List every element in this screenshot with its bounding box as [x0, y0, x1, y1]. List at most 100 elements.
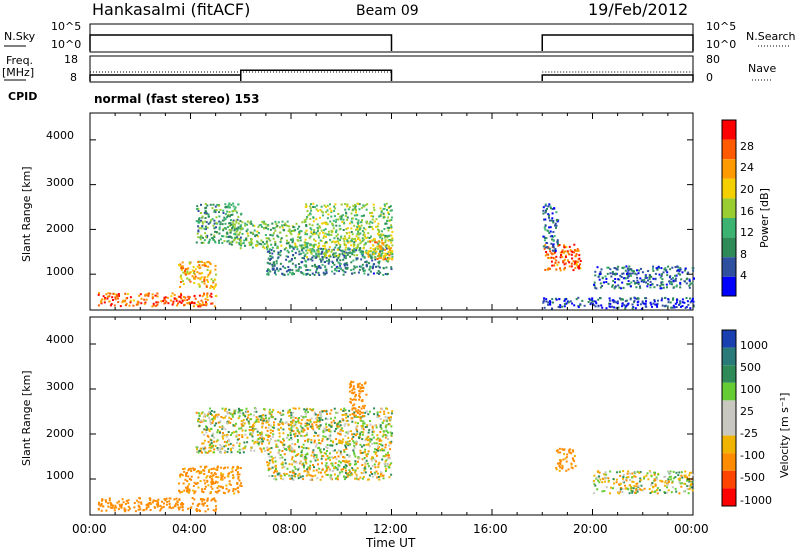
- power-cell: [362, 227, 365, 230]
- velocity-cell: [362, 472, 365, 475]
- velocity-cell: [368, 474, 371, 477]
- power-cell: [276, 245, 279, 248]
- velocity-cell: [656, 492, 659, 495]
- power-cell: [330, 210, 333, 212]
- velocity-cell: [100, 503, 103, 506]
- power-cell: [675, 284, 678, 287]
- power-cell: [299, 266, 302, 269]
- velocity-cell: [297, 453, 300, 456]
- power-cell: [196, 271, 199, 274]
- velocity-cell: [304, 439, 307, 442]
- power-cell: [388, 247, 391, 250]
- power-cell: [633, 301, 635, 304]
- velocity-cell: [207, 435, 210, 438]
- power-cell: [213, 234, 216, 237]
- power-cell: [155, 301, 158, 304]
- velocity-cell: [390, 416, 392, 419]
- power-cell: [341, 220, 344, 223]
- power-cell: [270, 249, 273, 252]
- velocity-cell: [214, 490, 217, 493]
- velocity-cell: [295, 461, 298, 464]
- power-cell: [306, 269, 309, 271]
- velocity-cell: [212, 432, 214, 435]
- velocity-cell: [195, 446, 198, 449]
- power-cell: [329, 255, 332, 258]
- velocity-cell: [373, 473, 376, 476]
- velocity-cell: [242, 412, 245, 415]
- velocity-cell: [340, 453, 343, 456]
- power-cell: [198, 303, 201, 305]
- power-cell: [341, 249, 344, 252]
- power-cell: [123, 300, 126, 303]
- power-cell: [352, 204, 355, 207]
- power-cell: [287, 255, 290, 258]
- velocity-cell: [348, 386, 351, 389]
- velocity-cell: [359, 449, 362, 452]
- power-cell: [543, 218, 545, 221]
- power-cell: [374, 258, 377, 261]
- velocity-cell: [289, 431, 292, 434]
- power-cell: [639, 286, 642, 289]
- velocity-cell: [157, 498, 160, 501]
- velocity-cell: [632, 487, 635, 490]
- power-cell: [568, 261, 571, 264]
- power-cell: [281, 220, 284, 223]
- velocity-cell: [238, 434, 241, 437]
- power-cell: [271, 222, 274, 225]
- velocity-cell: [236, 441, 238, 444]
- power-cell: [125, 297, 128, 300]
- power-cell: [388, 213, 390, 216]
- power-cell: [351, 253, 354, 256]
- vel-ytick-4000: 4000: [46, 333, 74, 346]
- power-cell: [269, 255, 272, 258]
- power-cell: [559, 256, 562, 259]
- velocity-cell: [197, 476, 200, 479]
- velocity-cell: [209, 421, 212, 424]
- power-cell: [597, 275, 600, 278]
- velocity-cell: [310, 441, 313, 444]
- power-cell: [379, 271, 382, 274]
- power-cell: [201, 220, 204, 223]
- power-cell: [669, 275, 672, 278]
- velocity-cell: [315, 423, 318, 426]
- velocity-cell: [324, 430, 327, 432]
- velocity-cell: [197, 417, 200, 420]
- velocity-cell: [213, 436, 215, 439]
- power-cell: [277, 221, 280, 224]
- power-cell: [570, 250, 573, 253]
- power-cell: [376, 255, 379, 258]
- velocity-cell: [244, 445, 247, 448]
- power-cell: [679, 302, 681, 305]
- velocity-cell: [268, 442, 270, 445]
- velocity-cell: [266, 421, 269, 424]
- power-cell: [214, 264, 217, 267]
- power-cell: [352, 208, 355, 211]
- velocity-cell: [276, 470, 278, 473]
- velocity-cell: [678, 481, 681, 484]
- power-cell: [340, 235, 343, 238]
- power-cell: [548, 268, 551, 270]
- power-cell: [238, 227, 241, 230]
- power-cell: [291, 269, 294, 271]
- velocity-cell: [207, 470, 210, 473]
- velocity-cell: [357, 409, 360, 412]
- power-cell: [211, 207, 214, 210]
- power-cell: [230, 219, 232, 222]
- power-cell: [326, 204, 329, 207]
- velocity-cell: [203, 439, 206, 442]
- velocity-cell: [222, 437, 225, 440]
- power-cell: [279, 249, 282, 252]
- power-cell: [170, 299, 172, 302]
- power-cell: [109, 304, 112, 307]
- power-cell: [279, 262, 282, 265]
- power-cell: [184, 268, 187, 271]
- power-cell: [388, 206, 391, 208]
- power-cell: [573, 243, 576, 246]
- power-cell: [368, 222, 371, 225]
- power-cell: [570, 253, 573, 256]
- power-cell: [277, 246, 279, 249]
- power-cell: [576, 261, 579, 263]
- velocity-cell: [243, 441, 246, 444]
- power-cell: [204, 298, 207, 301]
- power-cell: [246, 228, 249, 231]
